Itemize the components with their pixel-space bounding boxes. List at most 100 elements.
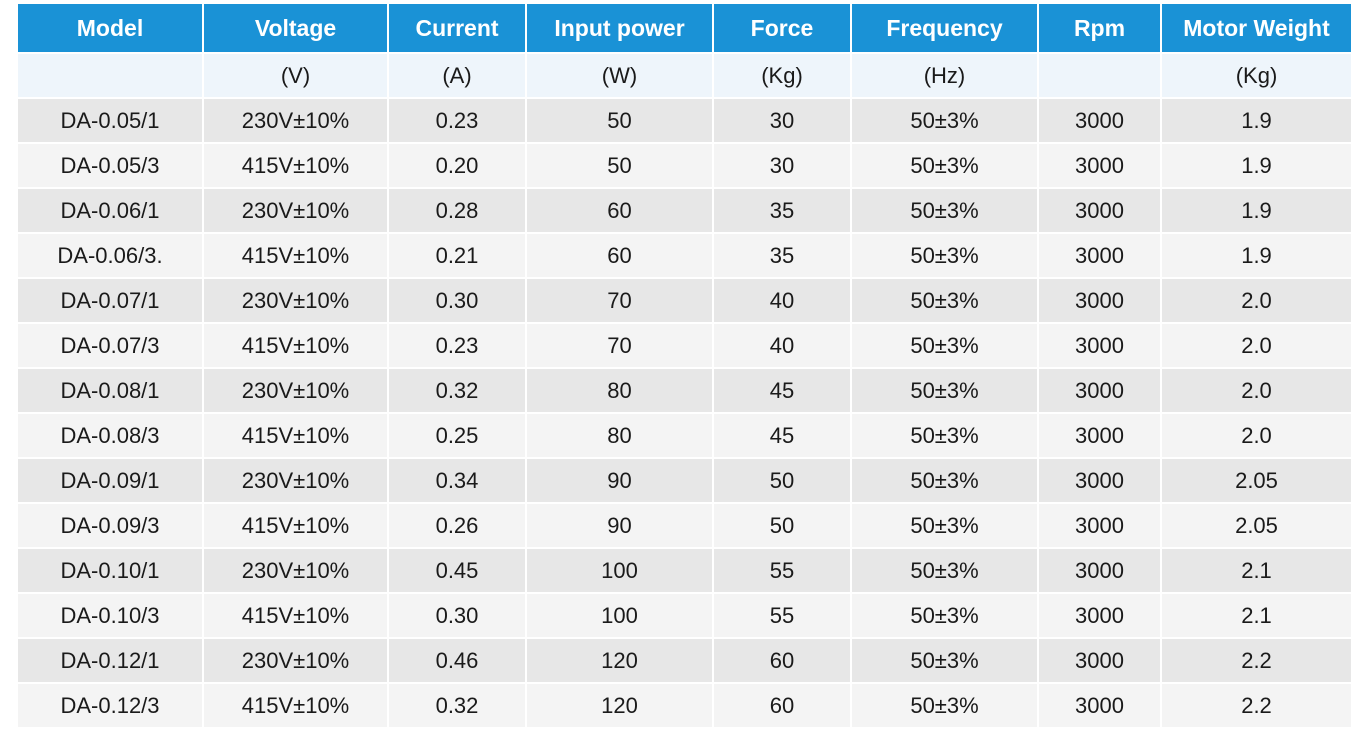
cell-motor-weight: 1.9 (1162, 189, 1351, 232)
cell-rpm: 3000 (1039, 459, 1160, 502)
cell-frequency: 50±3% (852, 639, 1037, 682)
cell-current: 0.20 (389, 144, 525, 187)
cell-force: 40 (714, 324, 850, 367)
cell-force: 45 (714, 369, 850, 412)
cell-force: 45 (714, 414, 850, 457)
cell-model: DA-0.12/1 (18, 639, 202, 682)
cell-rpm: 3000 (1039, 279, 1160, 322)
cell-current: 0.46 (389, 639, 525, 682)
cell-rpm: 3000 (1039, 369, 1160, 412)
table-row: DA-0.12/1 230V±10% 0.46 120 60 50±3% 3000 2.2 (18, 639, 1351, 682)
unit-force: (Kg) (714, 54, 850, 97)
header-current: Current (389, 4, 525, 52)
cell-current: 0.34 (389, 459, 525, 502)
cell-input-power: 120 (527, 684, 712, 727)
cell-input-power: 120 (527, 639, 712, 682)
cell-force: 55 (714, 594, 850, 637)
cell-voltage: 415V±10% (204, 144, 387, 187)
table-row: DA-0.09/1 230V±10% 0.34 90 50 50±3% 3000 2.05 (18, 459, 1351, 502)
cell-voltage: 230V±10% (204, 639, 387, 682)
cell-frequency: 50±3% (852, 324, 1037, 367)
header-model: Model (18, 4, 202, 52)
cell-rpm: 3000 (1039, 189, 1160, 232)
cell-voltage: 230V±10% (204, 189, 387, 232)
cell-force: 50 (714, 459, 850, 502)
cell-motor-weight: 2.0 (1162, 324, 1351, 367)
header-frequency: Frequency (852, 4, 1037, 52)
cell-current: 0.28 (389, 189, 525, 232)
cell-motor-weight: 1.9 (1162, 234, 1351, 277)
cell-rpm: 3000 (1039, 504, 1160, 547)
table-row: DA-0.12/3 415V±10% 0.32 120 60 50±3% 3000 2.2 (18, 684, 1351, 727)
cell-frequency: 50±3% (852, 459, 1037, 502)
cell-motor-weight: 2.2 (1162, 684, 1351, 727)
cell-model: DA-0.05/1 (18, 99, 202, 142)
cell-input-power: 60 (527, 189, 712, 232)
table-row: DA-0.07/3 415V±10% 0.23 70 40 50±3% 3000 2.0 (18, 324, 1351, 367)
cell-motor-weight: 2.1 (1162, 549, 1351, 592)
cell-current: 0.32 (389, 684, 525, 727)
cell-model: DA-0.09/3 (18, 504, 202, 547)
cell-rpm: 3000 (1039, 144, 1160, 187)
cell-frequency: 50±3% (852, 684, 1037, 727)
table-row: DA-0.06/3. 415V±10% 0.21 60 35 50±3% 3000 1.9 (18, 234, 1351, 277)
table-row: DA-0.10/1 230V±10% 0.45 100 55 50±3% 3000 2.1 (18, 549, 1351, 592)
cell-current: 0.45 (389, 549, 525, 592)
cell-input-power: 80 (527, 369, 712, 412)
units-row: (V) (A) (W) (Kg) (Hz) (Kg) (18, 54, 1351, 97)
cell-force: 40 (714, 279, 850, 322)
cell-motor-weight: 2.0 (1162, 369, 1351, 412)
cell-voltage: 415V±10% (204, 504, 387, 547)
table-row: DA-0.08/3 415V±10% 0.25 80 45 50±3% 3000 2.0 (18, 414, 1351, 457)
table-row: DA-0.08/1 230V±10% 0.32 80 45 50±3% 3000 2.0 (18, 369, 1351, 412)
cell-frequency: 50±3% (852, 594, 1037, 637)
cell-force: 35 (714, 189, 850, 232)
cell-frequency: 50±3% (852, 99, 1037, 142)
cell-current: 0.23 (389, 99, 525, 142)
cell-input-power: 90 (527, 504, 712, 547)
cell-frequency: 50±3% (852, 189, 1037, 232)
cell-input-power: 50 (527, 99, 712, 142)
cell-rpm: 3000 (1039, 594, 1160, 637)
cell-model: DA-0.08/3 (18, 414, 202, 457)
cell-voltage: 415V±10% (204, 684, 387, 727)
table-row: DA-0.05/1 230V±10% 0.23 50 30 50±3% 3000 1.9 (18, 99, 1351, 142)
cell-rpm: 3000 (1039, 324, 1160, 367)
cell-rpm: 3000 (1039, 684, 1160, 727)
cell-voltage: 415V±10% (204, 414, 387, 457)
cell-rpm: 3000 (1039, 639, 1160, 682)
cell-frequency: 50±3% (852, 369, 1037, 412)
motor-spec-table: Model Voltage Current Input power Force … (16, 2, 1353, 729)
cell-input-power: 70 (527, 324, 712, 367)
cell-model: DA-0.10/1 (18, 549, 202, 592)
cell-current: 0.26 (389, 504, 525, 547)
cell-model: DA-0.07/3 (18, 324, 202, 367)
cell-input-power: 90 (527, 459, 712, 502)
cell-voltage: 230V±10% (204, 459, 387, 502)
cell-input-power: 80 (527, 414, 712, 457)
cell-voltage: 230V±10% (204, 99, 387, 142)
table-body: (V) (A) (W) (Kg) (Hz) (Kg) DA-0.05/1 230V… (18, 54, 1351, 727)
cell-motor-weight: 1.9 (1162, 144, 1351, 187)
cell-model: DA-0.10/3 (18, 594, 202, 637)
cell-motor-weight: 2.05 (1162, 459, 1351, 502)
cell-rpm: 3000 (1039, 414, 1160, 457)
cell-force: 30 (714, 99, 850, 142)
cell-rpm: 3000 (1039, 234, 1160, 277)
cell-motor-weight: 2.1 (1162, 594, 1351, 637)
cell-voltage: 415V±10% (204, 324, 387, 367)
unit-rpm (1039, 54, 1160, 97)
cell-frequency: 50±3% (852, 549, 1037, 592)
cell-current: 0.32 (389, 369, 525, 412)
cell-motor-weight: 2.05 (1162, 504, 1351, 547)
cell-frequency: 50±3% (852, 234, 1037, 277)
cell-input-power: 70 (527, 279, 712, 322)
cell-frequency: 50±3% (852, 279, 1037, 322)
table-row: DA-0.05/3 415V±10% 0.20 50 30 50±3% 3000 1.9 (18, 144, 1351, 187)
cell-rpm: 3000 (1039, 549, 1160, 592)
unit-voltage: (V) (204, 54, 387, 97)
cell-current: 0.21 (389, 234, 525, 277)
unit-input-power: (W) (527, 54, 712, 97)
cell-force: 30 (714, 144, 850, 187)
cell-model: DA-0.07/1 (18, 279, 202, 322)
